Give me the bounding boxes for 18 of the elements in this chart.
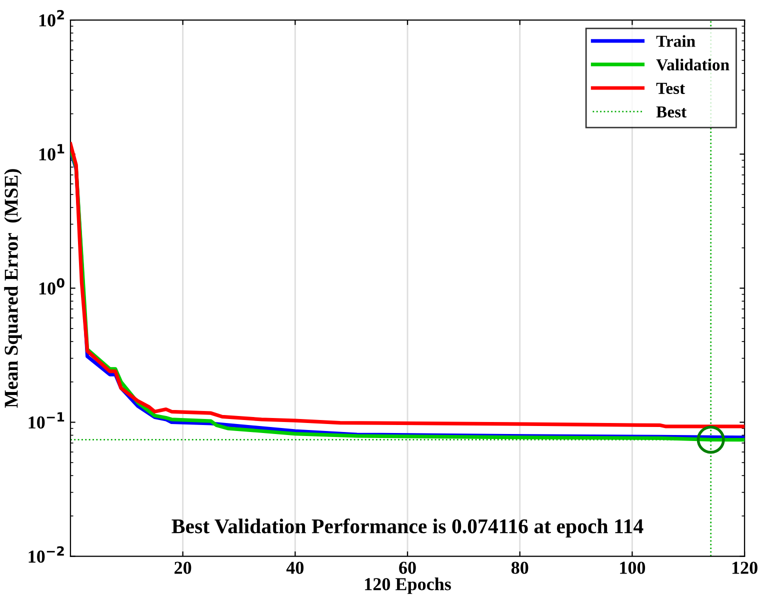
y-tick-label: 10$^{2}$ <box>39 10 64 26</box>
x-tick-label: 20 <box>174 562 192 574</box>
legend-label: Train <box>656 35 696 47</box>
y-tick-label: 10$^{1}$ <box>39 144 64 160</box>
x-tick-label: 80 <box>511 562 528 574</box>
y-tick-label: 10$^{−1}$ <box>28 412 64 429</box>
annotation: Best Validation Performance is 0.074116 at epoch 114 <box>172 518 644 538</box>
y-tick-label: 10$^{−2}$ <box>28 546 64 563</box>
legend-label: Test <box>656 82 686 94</box>
legend-label: Validation <box>656 58 730 71</box>
x-tick-label: 120 <box>732 562 758 574</box>
x-tick-label: 100 <box>620 562 646 574</box>
x-tick-label: 40 <box>286 562 304 574</box>
ref-line-label: Best <box>656 106 687 118</box>
y-axis-title: Mean Squared Error (MSE) <box>4 169 22 408</box>
x-axis-title: 120 Epochs <box>365 578 451 594</box>
y-tick-label: 10$^{0}$ <box>39 278 64 295</box>
x-tick-label: 60 <box>399 562 416 574</box>
